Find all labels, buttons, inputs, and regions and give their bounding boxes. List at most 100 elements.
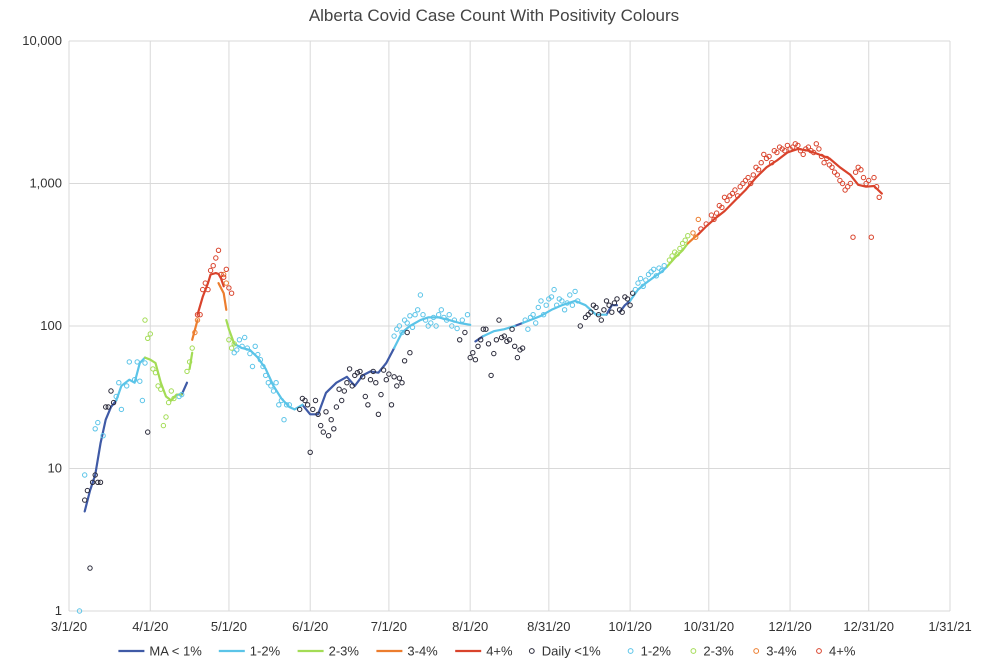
daily-point-1-2 xyxy=(281,417,287,423)
legend-label: 1-2% xyxy=(641,644,672,659)
daily-point-4 xyxy=(200,286,206,293)
daily-point-1-2 xyxy=(538,298,544,304)
daily-point-1-2 xyxy=(247,350,253,357)
daily-point-2-3 xyxy=(150,366,156,372)
legend-item: 3-4% xyxy=(376,644,438,659)
daily-point-daily-1 xyxy=(87,565,93,571)
daily-point-daily-1 xyxy=(630,290,636,296)
legend-circle-swatch xyxy=(528,648,535,654)
daily-point-2-3 xyxy=(147,331,154,337)
daily-point-1-2 xyxy=(464,312,471,318)
daily-point-1-2 xyxy=(540,312,547,318)
daily-point-3-4 xyxy=(693,234,699,240)
legend-label: 2-3% xyxy=(329,644,360,659)
legend-item: 1-2% xyxy=(218,644,281,659)
daily-point-1-2 xyxy=(648,269,654,275)
legend-item: Daily <1% xyxy=(528,644,601,659)
legend-item: 2-3% xyxy=(690,644,734,659)
daily-point-daily-1 xyxy=(110,399,117,406)
daily-point-daily-1 xyxy=(577,323,583,329)
daily-point-1-2 xyxy=(255,351,261,358)
daily-point-1-2 xyxy=(554,302,560,308)
daily-point-1-2 xyxy=(569,302,576,308)
daily-point-4 xyxy=(766,153,772,160)
legend: MA < 1% 1-2% 2-3% 3-4% 4+% Daily <1% 1-2% 2-3% 3… xyxy=(118,644,856,659)
daily-point-4 xyxy=(797,148,804,154)
x-tick-label: 8/1/20 xyxy=(452,619,488,634)
daily-point-1-2 xyxy=(420,312,426,318)
daily-point-daily-1 xyxy=(82,497,88,503)
y-tick-label: 10,000 xyxy=(22,33,62,48)
daily-point-daily-1 xyxy=(611,300,618,306)
daily-point-1-2 xyxy=(525,326,531,332)
daily-point-daily-1 xyxy=(493,337,500,343)
daily-point-daily-1 xyxy=(365,402,371,408)
daily-point-1-2 xyxy=(95,419,101,426)
daily-point-1-2 xyxy=(438,307,444,313)
daily-point-2-3 xyxy=(184,368,190,375)
daily-point-1-2 xyxy=(404,320,410,326)
daily-point-4 xyxy=(871,174,877,181)
daily-point-2-3 xyxy=(231,341,237,347)
daily-point-4 xyxy=(873,184,880,190)
legend-circle-swatch xyxy=(816,648,822,654)
daily-point-daily-1 xyxy=(582,314,589,321)
daily-point-daily-1 xyxy=(84,487,91,494)
daily-point-2-3 xyxy=(674,251,680,257)
daily-point-4 xyxy=(818,153,825,160)
daily-point-4 xyxy=(834,172,840,178)
daily-point-2-3 xyxy=(145,335,151,341)
ma-line-ma-1 xyxy=(83,399,118,513)
daily-point-4 xyxy=(831,169,838,175)
daily-point-1-2 xyxy=(643,277,649,283)
legend-label: 4+% xyxy=(486,644,513,659)
daily-point-4 xyxy=(215,247,222,254)
daily-point-1-2 xyxy=(653,273,659,279)
grid xyxy=(68,40,951,612)
x-tick-label: 4/1/20 xyxy=(132,619,168,634)
daily-point-1-2 xyxy=(231,350,237,356)
daily-point-1-2 xyxy=(396,323,403,329)
daily-point-1-2 xyxy=(82,472,88,478)
daily-point-daily-1 xyxy=(380,367,387,373)
daily-point-4 xyxy=(210,263,216,269)
daily-point-1-2 xyxy=(391,333,397,339)
daily-point-daily-1 xyxy=(472,357,479,363)
legend-item: 4+% xyxy=(455,644,513,659)
ma-line-2-3 xyxy=(188,351,194,370)
daily-point-1-2 xyxy=(564,300,570,306)
daily-point-1-2 xyxy=(249,363,256,370)
daily-point-4 xyxy=(860,174,867,181)
daily-point-1-2 xyxy=(260,363,266,370)
daily-point-4 xyxy=(228,290,235,296)
series-layer xyxy=(76,141,883,614)
daily-point-daily-1 xyxy=(470,350,476,356)
daily-point-1-2 xyxy=(441,314,447,321)
daily-point-1-2 xyxy=(407,313,413,319)
daily-point-daily-1 xyxy=(603,298,610,304)
daily-point-4 xyxy=(194,312,201,318)
daily-point-daily-1 xyxy=(467,354,473,361)
daily-point-1-2 xyxy=(548,294,555,300)
daily-point-1-2 xyxy=(242,334,248,341)
daily-point-1-2 xyxy=(265,380,271,386)
daily-point-4 xyxy=(845,184,851,190)
daily-point-daily-1 xyxy=(95,479,101,485)
daily-point-4 xyxy=(876,194,882,201)
daily-point-4 xyxy=(868,234,874,240)
daily-point-1-2 xyxy=(637,275,644,282)
daily-point-1-2 xyxy=(276,402,282,408)
daily-point-1-2 xyxy=(124,383,130,389)
daily-point-1-2 xyxy=(179,391,185,398)
daily-point-daily-1 xyxy=(92,472,98,478)
x-tick-label: 5/1/20 xyxy=(211,619,247,634)
daily-point-daily-1 xyxy=(624,296,631,302)
daily-point-1-2 xyxy=(551,286,557,293)
daily-point-1-2 xyxy=(409,324,416,330)
daily-point-daily-1 xyxy=(609,309,615,315)
daily-point-daily-1 xyxy=(349,383,355,389)
daily-point-1-2 xyxy=(252,343,258,349)
daily-point-1-2 xyxy=(661,263,667,269)
daily-point-daily-1 xyxy=(506,337,513,343)
daily-point-daily-1 xyxy=(145,429,151,435)
